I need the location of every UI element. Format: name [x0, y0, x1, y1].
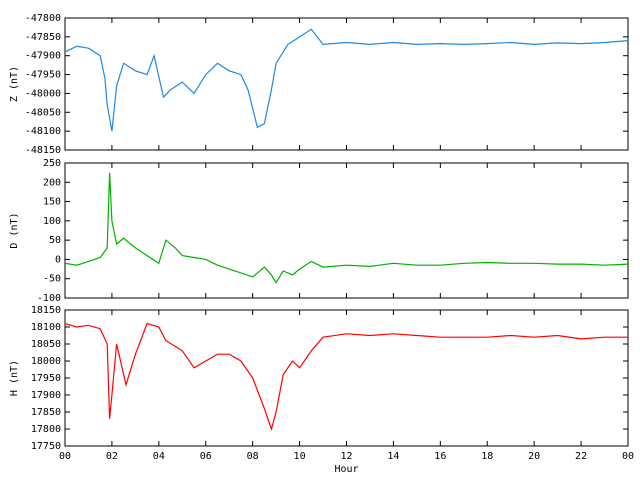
y-axis-label: H (nT): [9, 360, 20, 396]
x-tick-label: 22: [575, 451, 587, 462]
y-tick-label: -47950: [25, 70, 61, 81]
y-axis-label: D (nT): [9, 212, 20, 248]
y-tick-label: 250: [43, 158, 61, 169]
y-tick-label: 100: [43, 216, 61, 227]
x-tick-label: 02: [106, 451, 118, 462]
y-tick-label: 150: [43, 197, 61, 208]
y-tick-label: 18000: [31, 356, 61, 367]
data-line: [64, 28, 629, 132]
y-tick-label: 50: [49, 235, 61, 246]
y-tick-label: -47900: [25, 51, 61, 62]
y-tick-label: 17750: [31, 441, 61, 452]
y-tick-label: 17900: [31, 390, 61, 401]
plot-frame: [64, 309, 629, 447]
y-tick-label: -48150: [25, 145, 61, 156]
plot-frame: [64, 17, 629, 151]
y-tick-label: 200: [43, 177, 61, 188]
x-tick-label: 04: [153, 451, 165, 462]
y-tick-label: 18100: [31, 322, 61, 333]
x-tick-label: 14: [387, 451, 399, 462]
x-tick-label: 20: [528, 451, 540, 462]
y-tick-label: -48000: [25, 88, 61, 99]
x-tick-label: 12: [340, 451, 352, 462]
x-tick-label: 00: [622, 451, 634, 462]
x-tick-label: 06: [200, 451, 212, 462]
x-tick-label: 18: [481, 451, 493, 462]
y-tick-label: -48050: [25, 107, 61, 118]
y-tick-label: 0: [55, 254, 61, 265]
x-tick-label: 00: [59, 451, 71, 462]
y-tick-label: -47800: [25, 13, 61, 24]
y-tick-label: -47850: [25, 32, 61, 43]
y-tick-label: 18150: [31, 305, 61, 316]
y-tick-label: 17950: [31, 373, 61, 384]
y-tick-label: -50: [43, 274, 61, 285]
y-tick-label: -48100: [25, 126, 61, 137]
y-tick-label: 18050: [31, 339, 61, 350]
plot-frame: [64, 162, 629, 299]
x-axis-label: Hour: [334, 464, 358, 475]
y-tick-label: 17800: [31, 424, 61, 435]
y-tick-label: 17850: [31, 407, 61, 418]
data-line: [64, 172, 629, 284]
data-line: [64, 322, 628, 432]
x-tick-label: 10: [294, 451, 306, 462]
y-axis-label: Z (nT): [9, 66, 20, 102]
x-tick-label: 08: [247, 451, 259, 462]
y-tick-label: -100: [37, 293, 61, 304]
x-tick-label: 16: [434, 451, 446, 462]
